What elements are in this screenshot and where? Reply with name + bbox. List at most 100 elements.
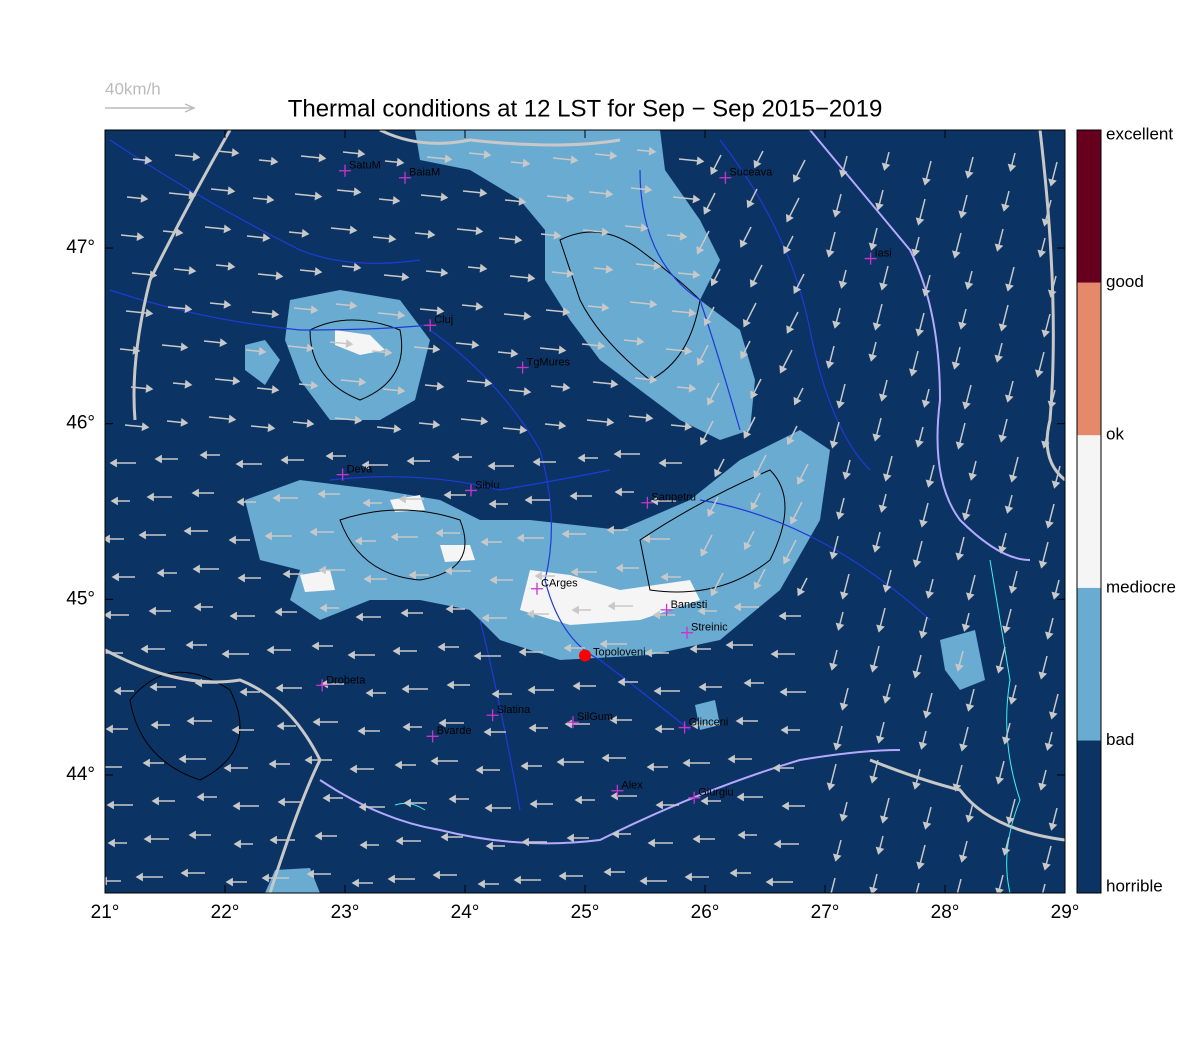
- wind-arrow-head: [489, 575, 497, 585]
- wind-arrow-head: [357, 726, 365, 736]
- wind-arrow-head: [911, 248, 921, 257]
- wind-arrow-head: [710, 166, 719, 176]
- wind-arrow-head: [444, 566, 452, 576]
- wind-arrow-head: [175, 227, 184, 237]
- wind-arrow-head: [882, 584, 892, 593]
- wind-arrow-head: [922, 710, 932, 719]
- wind-arrow-head: [703, 206, 712, 215]
- wind-arrow-head: [446, 680, 454, 690]
- wind-arrow-head: [384, 347, 393, 357]
- wind-arrow-head: [514, 235, 523, 245]
- wind-arrow-head: [227, 186, 236, 196]
- wind-arrow-head: [448, 794, 456, 804]
- wind-arrow-head: [951, 250, 961, 259]
- wind-arrow-head: [875, 735, 885, 744]
- wind-arrow-head: [393, 424, 402, 434]
- wind-arrow-head: [961, 623, 971, 632]
- wind-arrow-head: [355, 612, 363, 622]
- wind-arrow-head: [1005, 816, 1015, 825]
- wind-arrow-head: [192, 152, 201, 162]
- wind-arrow-head: [135, 872, 143, 882]
- wind-arrow-head: [445, 604, 453, 614]
- wind-arrow-head: [995, 776, 1005, 785]
- wind-arrow-head: [838, 280, 848, 289]
- wind-arrow-head: [553, 230, 562, 240]
- wind-arrow-head: [221, 649, 229, 659]
- colorbar-label: mediocre: [1106, 577, 1176, 596]
- wind-arrow-head: [532, 457, 540, 467]
- wind-arrow-head: [773, 839, 781, 849]
- wind-arrow-head: [743, 430, 752, 439]
- wind-arrow-head: [566, 193, 575, 203]
- wind-arrow-head: [962, 401, 971, 410]
- wind-arrow-head: [275, 271, 284, 281]
- wind-arrow-head: [918, 741, 928, 750]
- wind-arrow-head: [739, 239, 748, 248]
- wind-arrow-head: [1038, 782, 1047, 791]
- city-label: BaiaM: [409, 167, 440, 179]
- wind-arrow-head: [829, 662, 838, 671]
- city-marker: [641, 496, 654, 509]
- wind-arrow-head: [603, 867, 611, 877]
- wind-arrow-head: [322, 793, 330, 803]
- wind-arrow-head: [781, 801, 789, 811]
- wind-arrow-head: [150, 720, 158, 730]
- wind-arrow-head: [487, 461, 495, 471]
- wind-arrow-head: [359, 840, 367, 850]
- wind-arrow-head: [696, 246, 705, 255]
- wind-arrow-head: [268, 759, 276, 769]
- wind-arrow-head: [562, 382, 571, 392]
- wind-arrow-head: [558, 345, 567, 355]
- city-label: Slatina: [497, 704, 532, 716]
- wind-arrow-head: [1004, 394, 1014, 403]
- wind-arrow-head: [700, 796, 708, 806]
- wind-scale-arrow: [105, 103, 196, 113]
- wind-arrow-head: [362, 498, 370, 508]
- wind-arrow-head: [105, 610, 111, 620]
- wind-arrow: [1041, 883, 1046, 893]
- wind-arrow-head: [782, 555, 791, 565]
- wind-arrow-head: [606, 417, 615, 427]
- wind-arrow-head: [778, 611, 786, 621]
- wind-arrow-head: [349, 301, 358, 310]
- wind-arrow-head: [523, 311, 532, 321]
- wind-arrow-head: [392, 196, 401, 205]
- wind-arrow-head: [746, 199, 755, 209]
- wind-arrow-head: [835, 622, 845, 631]
- wind-arrow-head: [402, 722, 410, 732]
- wind-arrow-head: [614, 487, 622, 497]
- wind-arrow-head: [233, 839, 241, 849]
- wind-arrow-head: [770, 649, 778, 659]
- wind-arrow-head: [1008, 474, 1018, 483]
- colorbar-segment: [1077, 587, 1101, 741]
- wind-arrow-head: [392, 646, 400, 656]
- wind-arrow-head: [520, 761, 528, 771]
- wind-arrow-head: [479, 188, 488, 198]
- wind-arrow-head: [388, 234, 397, 244]
- wind-arrow-head: [427, 229, 436, 239]
- wind-arrow-head: [1038, 671, 1048, 680]
- wind-arrow-head: [792, 174, 801, 183]
- wind-arrow-head: [753, 581, 762, 590]
- x-tick-label: 24°: [451, 902, 480, 923]
- wind-arrow-head: [361, 460, 369, 470]
- wind-arrow-head: [921, 288, 931, 297]
- wind-arrow-head: [184, 379, 193, 389]
- wind-arrow-head: [878, 393, 888, 402]
- wind-arrow-head: [955, 552, 965, 561]
- wind-arrow-head: [479, 263, 488, 273]
- wind-arrow-head: [111, 572, 119, 582]
- x-tick-label: 21°: [91, 902, 120, 923]
- wind-arrow-head: [725, 640, 733, 650]
- wind-arrow-head: [642, 534, 650, 544]
- wind-arrow-head: [311, 641, 319, 651]
- wind-arrow-head: [1048, 178, 1057, 187]
- wind-arrow-head: [347, 650, 355, 660]
- wind-arrow-head: [140, 644, 148, 654]
- wind-arrow-head: [280, 455, 288, 465]
- wind-arrow-head: [227, 261, 236, 271]
- wind-arrow-head: [601, 303, 610, 312]
- wind-arrow-head: [258, 346, 267, 356]
- wind-arrow-head: [523, 387, 532, 396]
